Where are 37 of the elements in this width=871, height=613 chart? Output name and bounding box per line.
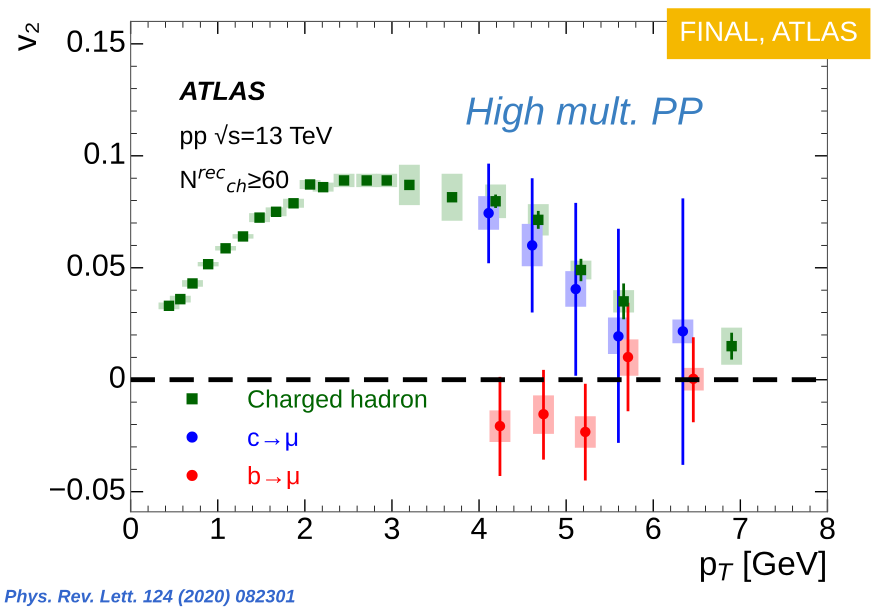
point xyxy=(446,192,458,202)
y-tick-label: 0.05 xyxy=(68,254,125,276)
x-tick-label: 1 xyxy=(212,518,225,539)
y-tick-label: 0.15 xyxy=(68,30,125,52)
annotation: N$^{rec}$$_{ch}$≥60 xyxy=(181,168,288,192)
x-tick-label: 4 xyxy=(471,518,487,539)
x-tick-label: 3 xyxy=(384,518,400,540)
legend-label: Charged hadron xyxy=(248,389,426,413)
y-axis-title: v₂ xyxy=(18,23,39,51)
point xyxy=(164,300,174,312)
point xyxy=(288,198,299,208)
annotation: FINAL, ATLAS xyxy=(682,22,857,44)
bar xyxy=(442,174,462,221)
x-tick-label: 2 xyxy=(298,518,312,539)
x-tick-label: 7 xyxy=(733,518,748,539)
point xyxy=(187,278,198,289)
x-tick-label: 8 xyxy=(820,518,835,540)
legend-label: b→μ xyxy=(248,466,299,489)
point xyxy=(254,212,265,223)
y-tick-label: 0.1 xyxy=(84,142,124,164)
point xyxy=(270,206,282,217)
point xyxy=(220,243,231,254)
y-tick-label: −0.05 xyxy=(50,478,125,500)
point xyxy=(202,258,214,270)
x-tick-label: 6 xyxy=(646,518,660,540)
point xyxy=(318,182,328,192)
point xyxy=(175,294,186,304)
annotation: High mult. PP xyxy=(466,96,703,133)
annotation: ATLAS xyxy=(178,81,266,100)
text: Phys. Rev. Lett. 124 (2020) 082301 xyxy=(4,589,294,606)
x-tick-label: 5 xyxy=(558,518,574,540)
annotation: pp √s=13 TeV xyxy=(181,124,332,150)
x-axis-title: p$_{T}$ [GeV] xyxy=(700,550,825,582)
point xyxy=(304,179,316,190)
legend-label: c→μ xyxy=(248,432,298,451)
point xyxy=(238,231,248,242)
y-tick-label: 0 xyxy=(110,366,125,388)
